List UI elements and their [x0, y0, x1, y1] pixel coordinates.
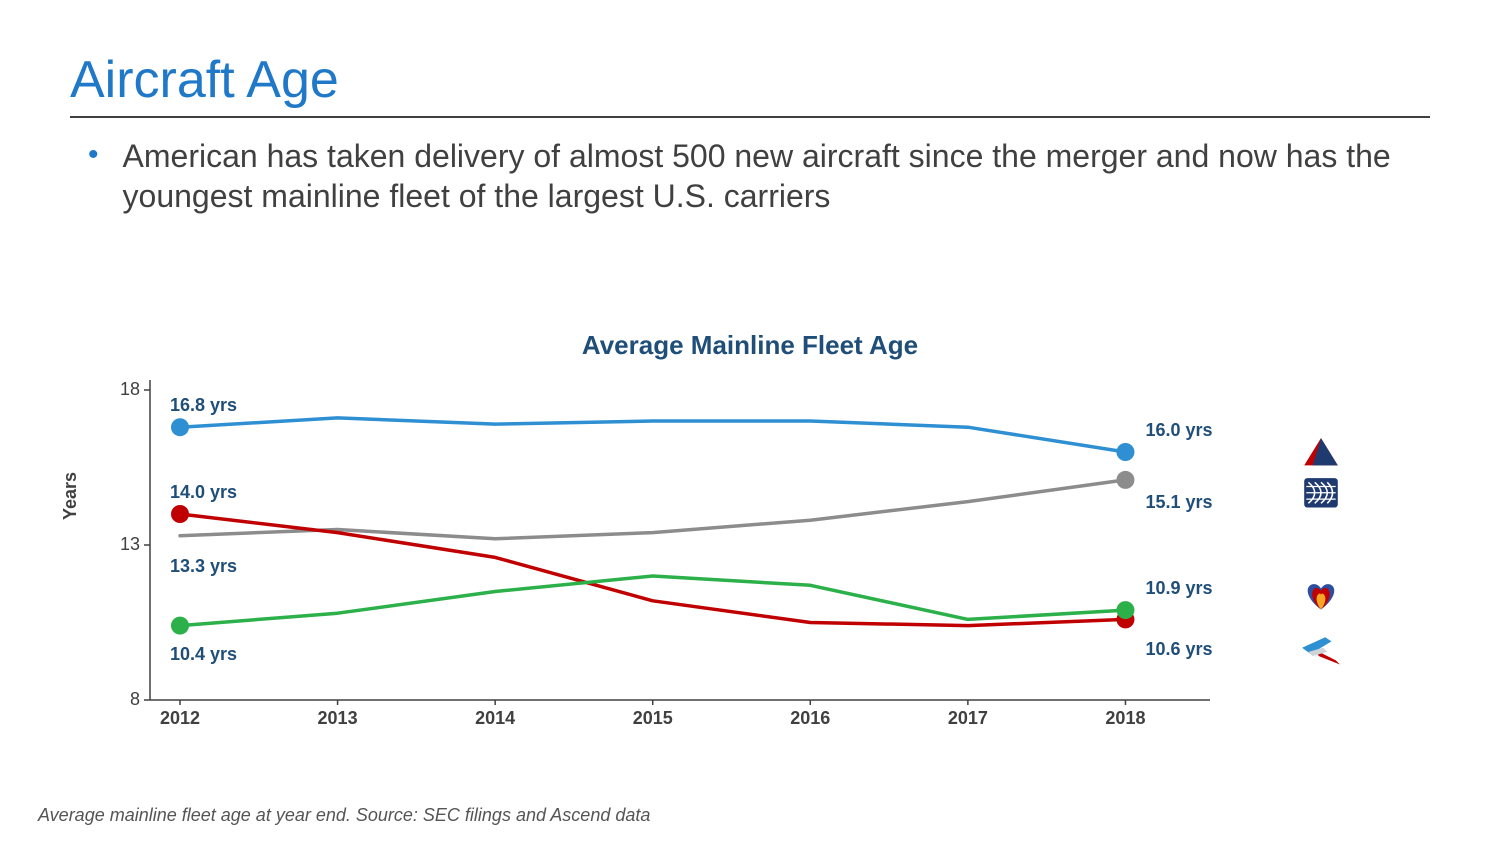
- y-tick-label: 18: [100, 379, 140, 400]
- data-label-end: 10.9 yrs: [1145, 578, 1212, 599]
- x-tick-label: 2016: [770, 708, 850, 729]
- data-label-end: 10.6 yrs: [1145, 639, 1212, 660]
- bullet-item: • American has taken delivery of almost …: [70, 136, 1430, 216]
- southwest-logo-icon: [1300, 578, 1342, 612]
- bullet-text: American has taken delivery of almost 50…: [123, 136, 1430, 216]
- data-label-end: 16.0 yrs: [1145, 420, 1212, 441]
- delta-logo-icon: [1300, 436, 1342, 470]
- x-tick-label: 2013: [298, 708, 378, 729]
- y-tick-label: 8: [100, 689, 140, 710]
- x-tick-label: 2018: [1085, 708, 1165, 729]
- page-title: Aircraft Age: [70, 50, 1430, 118]
- x-tick-label: 2017: [928, 708, 1008, 729]
- x-tick-label: 2012: [140, 708, 220, 729]
- data-label-start: 14.0 yrs: [170, 482, 237, 503]
- data-label-start: 13.3 yrs: [170, 556, 237, 577]
- data-label-start: 10.4 yrs: [170, 644, 237, 665]
- footnote: Average mainline fleet age at year end. …: [38, 805, 650, 826]
- united-logo-icon: [1300, 476, 1342, 510]
- data-label-end: 15.1 yrs: [1145, 492, 1212, 513]
- slide: Aircraft Age • American has taken delive…: [0, 0, 1500, 844]
- american-logo-icon: [1300, 633, 1342, 667]
- data-label-start: 16.8 yrs: [170, 395, 237, 416]
- y-axis-label: Years: [60, 472, 81, 520]
- x-tick-label: 2015: [613, 708, 693, 729]
- x-tick-label: 2014: [455, 708, 535, 729]
- y-tick-label: 13: [100, 534, 140, 555]
- bullet-marker: •: [88, 136, 99, 174]
- chart: Average Mainline Fleet Age Years 8 13 18 20…: [60, 330, 1440, 780]
- chart-title: Average Mainline Fleet Age: [60, 330, 1440, 361]
- line-chart-svg: [130, 370, 1210, 730]
